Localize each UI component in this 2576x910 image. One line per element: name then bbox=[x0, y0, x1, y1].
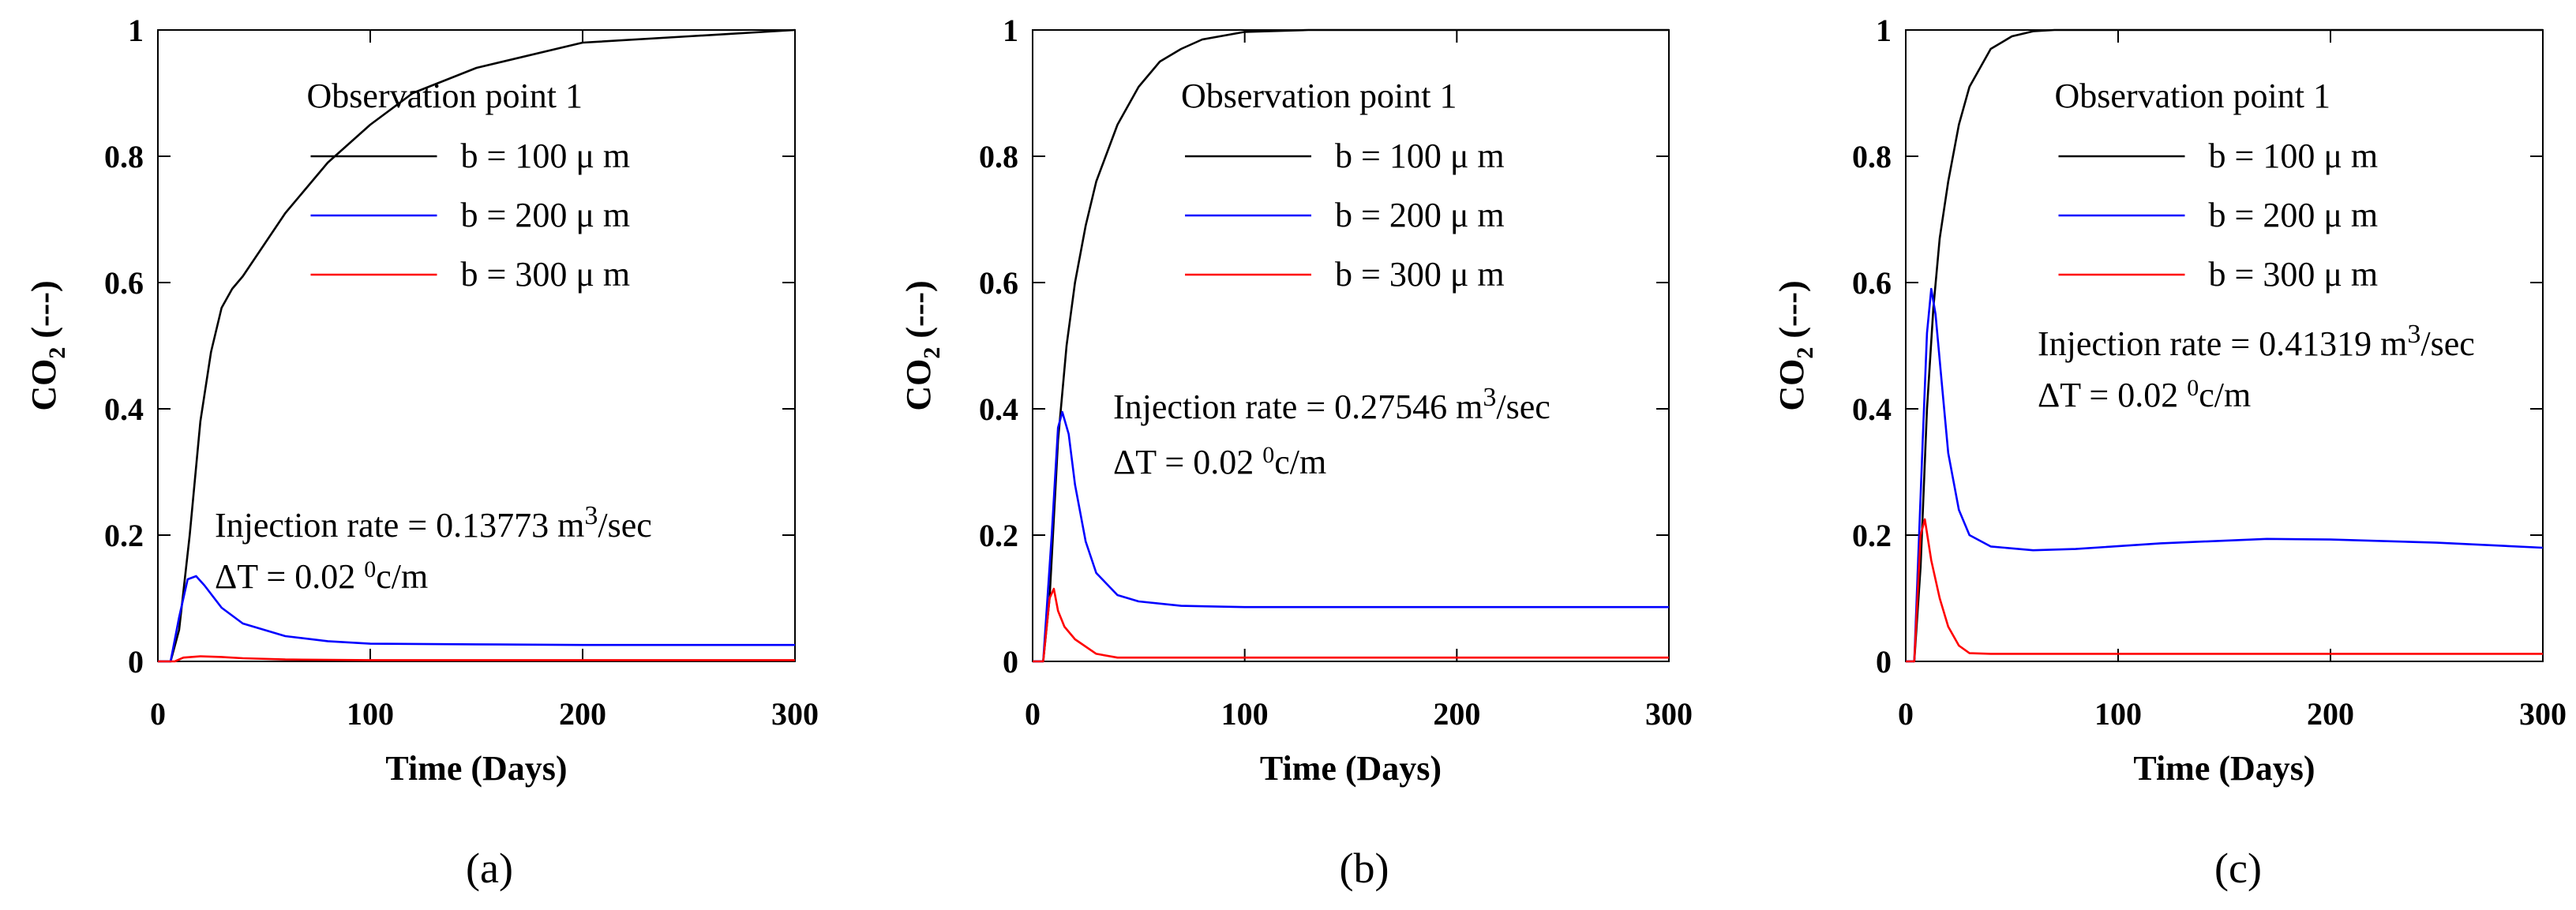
chart-panel-2: 0 0.2 0.4 0.6 0.8 1 0 100 200 300 Time (Days) CO2 (… bbox=[899, 13, 1693, 892]
y-tick-label: 0.4 bbox=[104, 391, 144, 427]
x-tick-label: 100 bbox=[347, 696, 394, 732]
x-tick-label: 0 bbox=[150, 696, 166, 732]
x-axis-label: Time (Days) bbox=[2133, 749, 2315, 788]
delta-t-annotation: ΔT = 0.02 0c/m bbox=[215, 556, 428, 596]
x-tick-label: 0 bbox=[1898, 696, 1914, 732]
delta-t-superscript: 0 bbox=[1262, 442, 1274, 468]
x-axis-label: Time (Days) bbox=[1260, 749, 1442, 788]
y-tick-label: 0.6 bbox=[979, 265, 1018, 301]
injection-rate-superscript: 3 bbox=[584, 501, 598, 530]
delta-t-unit: c/m bbox=[376, 557, 428, 596]
delta-t-text: ΔT = 0.02 bbox=[2038, 376, 2187, 414]
injection-rate-annotation: Injection rate = 0.27546 m3/sec bbox=[1113, 383, 1550, 426]
y-tick-label: 0.8 bbox=[1852, 139, 1892, 174]
panel-caption: (c) bbox=[2214, 844, 2262, 892]
delta-t-text: ΔT = 0.02 bbox=[1113, 443, 1262, 481]
legend-label-2: b = 200 μ m bbox=[2209, 196, 2379, 234]
y-tick-label: 0.6 bbox=[104, 265, 144, 301]
injection-rate-text: Injection rate = 0.27546 m bbox=[1113, 388, 1483, 426]
delta-t-unit: c/m bbox=[2199, 376, 2251, 414]
series-line-1 bbox=[1033, 28, 1669, 663]
delta-t-annotation: ΔT = 0.02 0c/m bbox=[2038, 375, 2251, 414]
plot-frame bbox=[1032, 29, 1670, 662]
x-tick-label: 200 bbox=[559, 696, 606, 732]
legend-title: Observation point 1 bbox=[307, 77, 583, 115]
y-tick-label: 0.8 bbox=[104, 139, 144, 174]
delta-t-annotation: ΔT = 0.02 0c/m bbox=[1113, 442, 1326, 481]
series-line-2 bbox=[1033, 410, 1669, 663]
x-tick-label: 300 bbox=[771, 696, 819, 732]
delta-t-text: ΔT = 0.02 bbox=[215, 557, 364, 596]
x-axis-label: Time (Days) bbox=[385, 749, 567, 788]
y-tick-label: 0.6 bbox=[1852, 265, 1892, 301]
legend-label-3: b = 300 μ m bbox=[2209, 255, 2379, 294]
legend-title: Observation point 1 bbox=[2055, 77, 2331, 115]
series-line-2 bbox=[158, 575, 795, 663]
legend-title: Observation point 1 bbox=[1181, 77, 1457, 115]
y-tick-label: 0.2 bbox=[979, 518, 1018, 553]
y-axis-label-suffix: (---) bbox=[899, 280, 938, 346]
y-tick-label: 0.4 bbox=[1852, 391, 1892, 427]
x-tick-label: 200 bbox=[1433, 696, 1480, 732]
injection-rate-superscript: 3 bbox=[2407, 320, 2420, 349]
x-tick-label: 300 bbox=[2519, 696, 2567, 732]
y-axis-label-main: CO bbox=[1772, 359, 1811, 411]
y-tick-label: 0.4 bbox=[979, 391, 1018, 427]
y-tick-label: 1 bbox=[1003, 13, 1018, 48]
y-axis-label-subscript: 2 bbox=[919, 347, 945, 359]
chart-panel-1: 0 0.2 0.4 0.6 0.8 1 0 100 200 300 Time (Days) CO2 (… bbox=[24, 13, 819, 892]
x-tick-label: 300 bbox=[1645, 696, 1693, 732]
injection-rate-unit: /sec bbox=[598, 506, 651, 545]
series-line-3 bbox=[1033, 587, 1669, 663]
legend-label-2: b = 200 μ m bbox=[461, 196, 631, 234]
legend-label-1: b = 100 μ m bbox=[461, 137, 631, 175]
panel-caption: (a) bbox=[466, 844, 513, 892]
y-tick-label: 1 bbox=[128, 13, 144, 48]
series-line-3 bbox=[158, 655, 795, 663]
y-tick-label: 0 bbox=[128, 644, 144, 680]
y-tick-label: 0.2 bbox=[104, 518, 144, 553]
y-tick-label: 0.8 bbox=[979, 139, 1018, 174]
injection-rate-unit: /sec bbox=[2420, 324, 2474, 363]
injection-rate-annotation: Injection rate = 0.13773 m3/sec bbox=[215, 501, 652, 545]
injection-rate-text: Injection rate = 0.13773 m bbox=[215, 506, 584, 545]
delta-t-unit: c/m bbox=[1274, 443, 1326, 481]
y-axis-label-main: CO bbox=[24, 359, 63, 411]
chart-panel-3: 0 0.2 0.4 0.6 0.8 1 0 100 200 300 Time (Days) CO2 (… bbox=[1772, 13, 2567, 892]
legend-label-3: b = 300 μ m bbox=[1335, 255, 1505, 294]
injection-rate-annotation: Injection rate = 0.41319 m3/sec bbox=[2038, 320, 2475, 363]
delta-t-superscript: 0 bbox=[2187, 375, 2199, 401]
plot-frame bbox=[157, 29, 796, 662]
y-axis-label-subscript: 2 bbox=[44, 347, 70, 359]
legend-label-1: b = 100 μ m bbox=[2209, 137, 2379, 175]
series-line-2 bbox=[1906, 287, 2544, 663]
y-axis-label-main: CO bbox=[899, 359, 938, 411]
x-tick-label: 100 bbox=[1221, 696, 1269, 732]
x-tick-label: 0 bbox=[1025, 696, 1041, 732]
panel-caption: (b) bbox=[1340, 844, 1389, 892]
y-tick-label: 0 bbox=[1003, 644, 1018, 680]
delta-t-superscript: 0 bbox=[364, 556, 376, 582]
x-tick-label: 100 bbox=[2094, 696, 2142, 732]
injection-rate-unit: /sec bbox=[1496, 388, 1550, 426]
y-axis-label: CO2 (---) bbox=[24, 280, 70, 410]
legend-label-2: b = 200 μ m bbox=[1335, 196, 1505, 234]
injection-rate-text: Injection rate = 0.41319 m bbox=[2038, 324, 2407, 363]
x-tick-label: 200 bbox=[2307, 696, 2354, 732]
series-line-1 bbox=[158, 28, 796, 663]
y-tick-label: 0 bbox=[1876, 644, 1892, 680]
y-axis-label: CO2 (---) bbox=[899, 280, 945, 410]
y-axis-label-suffix: (---) bbox=[24, 280, 63, 346]
legend-label-1: b = 100 μ m bbox=[1335, 137, 1505, 175]
injection-rate-superscript: 3 bbox=[1483, 383, 1496, 412]
y-axis-label-suffix: (---) bbox=[1772, 280, 1811, 346]
y-axis-label-subscript: 2 bbox=[1792, 347, 1818, 359]
legend-label-3: b = 300 μ m bbox=[461, 255, 631, 294]
y-tick-label: 1 bbox=[1876, 13, 1892, 48]
series-line-3 bbox=[1906, 518, 2543, 663]
y-axis-label: CO2 (---) bbox=[1772, 280, 1818, 410]
series-line-1 bbox=[1906, 28, 2543, 663]
y-tick-label: 0.2 bbox=[1852, 518, 1892, 553]
